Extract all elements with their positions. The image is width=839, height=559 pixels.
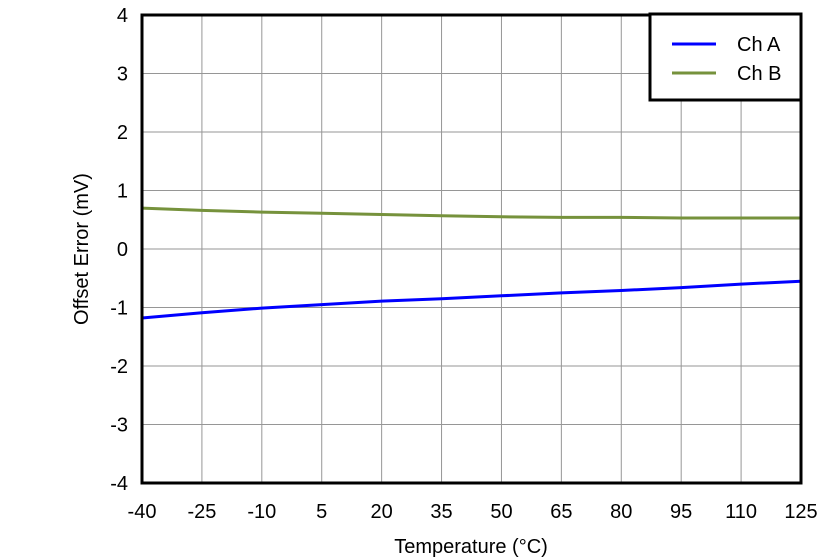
legend: Ch A Ch B	[648, 12, 803, 102]
x-tick-label: 35	[430, 501, 452, 523]
y-tick-label: -4	[110, 473, 128, 495]
y-tick-label: 3	[117, 64, 128, 86]
series-line-ch-b	[141, 206, 801, 220]
x-tick-label: 95	[670, 501, 692, 523]
data-series	[141, 206, 802, 320]
y-tick-label: 1	[117, 181, 128, 203]
x-tick-label: 125	[784, 501, 817, 523]
x-tick-label: 5	[316, 501, 327, 523]
x-tick-label: 110	[725, 501, 757, 523]
legend-box	[648, 12, 803, 102]
x-tick-label: 80	[610, 501, 632, 523]
x-tick-label: -10	[247, 501, 276, 523]
x-axis-label: Temperature (°C)	[394, 536, 548, 558]
y-axis-ticks: -4 -3 -2 -1 0 1 2 3 4	[110, 5, 128, 495]
y-tick-label: -3	[110, 415, 128, 437]
legend-label-ch-b: Ch B	[737, 63, 781, 85]
x-tick-label: 20	[371, 501, 393, 523]
x-tick-label: -40	[128, 501, 157, 523]
x-tick-label: -25	[187, 501, 216, 523]
y-axis-label: Offset Error (mV)	[71, 173, 93, 325]
y-tick-label: 0	[117, 239, 128, 261]
y-tick-label: 2	[117, 122, 128, 144]
x-tick-label: 50	[490, 501, 512, 523]
x-axis-ticks: -40 -25 -10 5 20 35 50 65 80 95 110 125	[128, 501, 818, 523]
y-tick-label: -2	[110, 356, 128, 378]
legend-label-ch-a: Ch A	[737, 34, 781, 56]
plot-area-border	[140, 13, 803, 485]
y-tick-label: -1	[110, 298, 128, 320]
series-line-ch-a	[141, 279, 802, 320]
x-tick-label: 65	[550, 501, 572, 523]
y-tick-label: 4	[117, 5, 128, 27]
